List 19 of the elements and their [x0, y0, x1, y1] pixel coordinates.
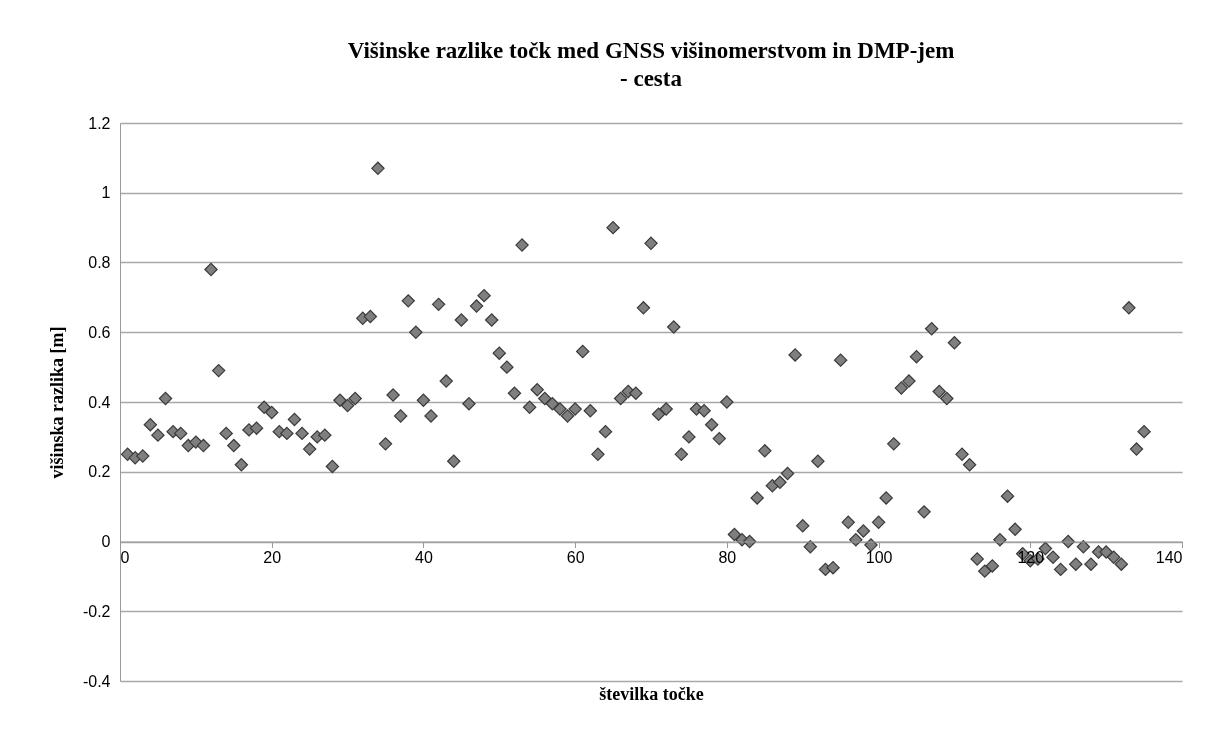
- y-tick-label: 0.8: [88, 254, 111, 271]
- y-axis-title: višinska razlika [m]: [46, 326, 67, 479]
- y-tick-label: -0.2: [82, 602, 111, 620]
- y-tick-label: 0.2: [88, 463, 111, 481]
- x-tick-label: 100: [865, 549, 893, 566]
- x-tick-label: 60: [566, 549, 585, 566]
- chart-title: Višinske razlike točk med GNSS višinomerstvom in DMP-jem - cesta: [347, 38, 955, 91]
- x-tick-label: 40: [415, 549, 433, 566]
- x-tick-label: 0: [120, 549, 130, 566]
- x-axis-title: številka točke: [599, 684, 704, 704]
- y-tick-label: 0.6: [88, 323, 111, 341]
- x-tick-label: 140: [1155, 549, 1183, 566]
- y-tick-label: 1.2: [88, 114, 111, 132]
- y-tick-label: 0.4: [88, 393, 111, 411]
- x-tick-label: 80: [718, 549, 737, 566]
- y-tick-label: 0: [101, 533, 111, 550]
- y-tick-label: 1: [101, 184, 111, 202]
- x-tick-label: 20: [263, 549, 282, 566]
- y-tick-label: -0.4: [82, 672, 111, 690]
